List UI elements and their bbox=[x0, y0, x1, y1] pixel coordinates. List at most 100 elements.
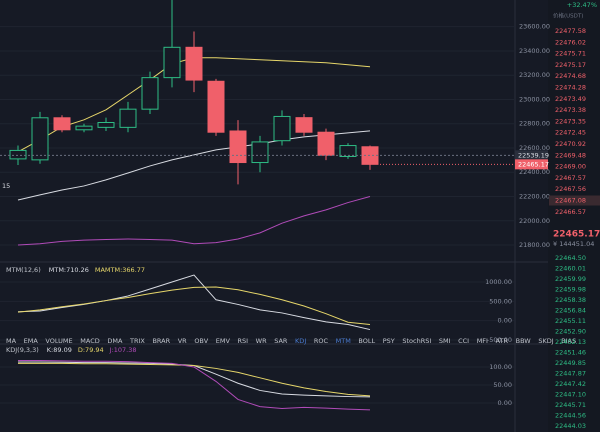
y-tick-label: 1000.00 bbox=[485, 278, 512, 286]
ask-price: 22469.48 bbox=[555, 151, 586, 159]
last-price-tag bbox=[515, 159, 548, 170]
indicator-tab[interactable]: ATR bbox=[496, 337, 509, 345]
last-price-label: 22465.17 bbox=[518, 160, 549, 168]
y-tick-label: 22400.00 bbox=[519, 168, 550, 176]
indicator-tab[interactable]: BRAR bbox=[152, 337, 170, 345]
indicator-tab[interactable]: MA bbox=[6, 337, 17, 345]
y-tick-label: 22000.00 bbox=[519, 217, 550, 225]
indicator-tab[interactable]: BIAS bbox=[561, 337, 576, 345]
y-tick-label: 23400.00 bbox=[519, 47, 550, 55]
indicator-tab[interactable]: SKDJ bbox=[538, 337, 553, 345]
crosshair-label: 22539.19 bbox=[518, 151, 549, 159]
ask-price: 22475.17 bbox=[555, 61, 586, 69]
line-series bbox=[17, 274, 371, 331]
indicator-title: KDJ(9,3,3) bbox=[6, 346, 39, 354]
candle-body bbox=[273, 115, 291, 142]
bid-price: 22452.13 bbox=[555, 338, 586, 346]
crosshair-tag bbox=[515, 150, 548, 161]
y-tick-label: 23000.00 bbox=[519, 95, 550, 103]
line-series bbox=[17, 286, 371, 326]
indicator-value: MTM:710.26 bbox=[49, 266, 89, 274]
indicator-value: K:89.09 bbox=[47, 346, 72, 354]
bid-price: 22459.99 bbox=[555, 275, 586, 283]
candle-body bbox=[163, 46, 181, 79]
indicator-tab[interactable]: ROC bbox=[314, 337, 329, 345]
candle-body bbox=[31, 117, 49, 161]
side-label: 15 bbox=[2, 182, 10, 190]
fiat-price: ¥ 144451.04 bbox=[553, 240, 594, 248]
indicator-tab[interactable]: SAR bbox=[274, 337, 288, 345]
y-tick-label: 100.00 bbox=[489, 363, 512, 371]
indicator-tab[interactable]: MFI bbox=[477, 337, 488, 345]
ask-price: 22477.58 bbox=[555, 27, 586, 35]
ask-price: 22469.00 bbox=[555, 163, 586, 171]
indicator-tab[interactable]: DMA bbox=[107, 337, 123, 345]
y-tick-label: 50.00 bbox=[493, 381, 512, 389]
bid-price: 22464.50 bbox=[555, 254, 586, 262]
candle-body bbox=[317, 131, 335, 156]
bid-price: 22456.84 bbox=[555, 307, 586, 315]
ask-price: 22474.68 bbox=[555, 72, 586, 80]
indicator-tab[interactable]: BOLL bbox=[358, 337, 375, 345]
indicator-tab[interactable]: CCI bbox=[458, 337, 469, 345]
bid-price: 22452.90 bbox=[555, 328, 586, 336]
ask-price: 22467.08 bbox=[555, 197, 586, 205]
candle-body bbox=[119, 108, 137, 128]
indicator-value: MAMTM:366.77 bbox=[95, 266, 145, 274]
y-tick-label: 21800.00 bbox=[519, 241, 550, 249]
indicator-tab[interactable]: KDJ bbox=[295, 337, 306, 345]
bid-price: 22444.56 bbox=[555, 412, 586, 420]
indicator-tab[interactable]: BBW bbox=[516, 337, 532, 345]
indicator-tab[interactable]: StochRSI bbox=[402, 337, 431, 345]
candle-body bbox=[97, 122, 115, 128]
indicator-tab[interactable]: VOLUME bbox=[45, 337, 72, 345]
indicator-value: D:79.94 bbox=[78, 346, 104, 354]
y-tick-label: 0.00 bbox=[498, 317, 512, 325]
indicator-value: J:107.38 bbox=[109, 346, 137, 354]
order-book-panel bbox=[548, 0, 600, 432]
ask-price: 22470.92 bbox=[555, 140, 586, 148]
indicator-tab[interactable]: OBV bbox=[194, 337, 208, 345]
ask-price: 22473.49 bbox=[555, 95, 586, 103]
indicator-tab[interactable]: EMA bbox=[24, 337, 39, 345]
indicator-tab[interactable]: WR bbox=[256, 337, 267, 345]
bid-price: 22455.11 bbox=[555, 317, 586, 325]
candle-body bbox=[75, 125, 93, 131]
bid-price: 22459.98 bbox=[555, 286, 586, 294]
line-series bbox=[18, 362, 371, 397]
ask-price: 22476.02 bbox=[555, 38, 586, 46]
y-tick-label: -500.00 bbox=[487, 336, 512, 344]
bid-price: 22447.42 bbox=[555, 380, 586, 388]
indicator-tab[interactable]: RSI bbox=[238, 337, 249, 345]
bid-price: 22449.85 bbox=[555, 359, 586, 367]
ask-price: 22473.38 bbox=[555, 106, 586, 114]
bid-price: 22460.01 bbox=[555, 265, 586, 273]
indicator-tab[interactable]: SMI bbox=[439, 337, 451, 345]
ask-price: 22475.71 bbox=[555, 50, 586, 58]
indicator-tab[interactable]: VR bbox=[178, 337, 187, 345]
y-tick-label: 0.00 bbox=[498, 399, 512, 407]
y-tick-label: 23600.00 bbox=[519, 23, 550, 31]
ask-price: 22472.45 bbox=[555, 129, 586, 137]
bid-price: 22447.87 bbox=[555, 370, 586, 378]
ask-price: 22474.28 bbox=[555, 84, 586, 92]
indicator-tab[interactable]: EMV bbox=[216, 337, 231, 345]
indicator-tab[interactable]: PSY bbox=[383, 337, 395, 345]
bid-price: 22451.46 bbox=[555, 349, 586, 357]
y-tick-label: 22800.00 bbox=[519, 120, 550, 128]
line-series bbox=[18, 360, 371, 411]
indicator-tab[interactable]: MTM bbox=[336, 337, 351, 345]
candle-body bbox=[141, 77, 159, 110]
ask-price: 22467.57 bbox=[555, 174, 586, 182]
indicator-tab[interactable]: MACD bbox=[80, 337, 99, 345]
ask-price: 22467.56 bbox=[555, 185, 586, 193]
line-series bbox=[17, 196, 371, 246]
ask-price: 22473.35 bbox=[555, 117, 586, 125]
candle-body bbox=[251, 141, 269, 164]
indicator-tab[interactable]: TRIX bbox=[129, 337, 145, 345]
bid-price: 22444.03 bbox=[555, 422, 586, 430]
y-tick-label: 23200.00 bbox=[519, 71, 550, 79]
bid-price: 22447.10 bbox=[555, 391, 586, 399]
y-tick-label: 22200.00 bbox=[519, 193, 550, 201]
